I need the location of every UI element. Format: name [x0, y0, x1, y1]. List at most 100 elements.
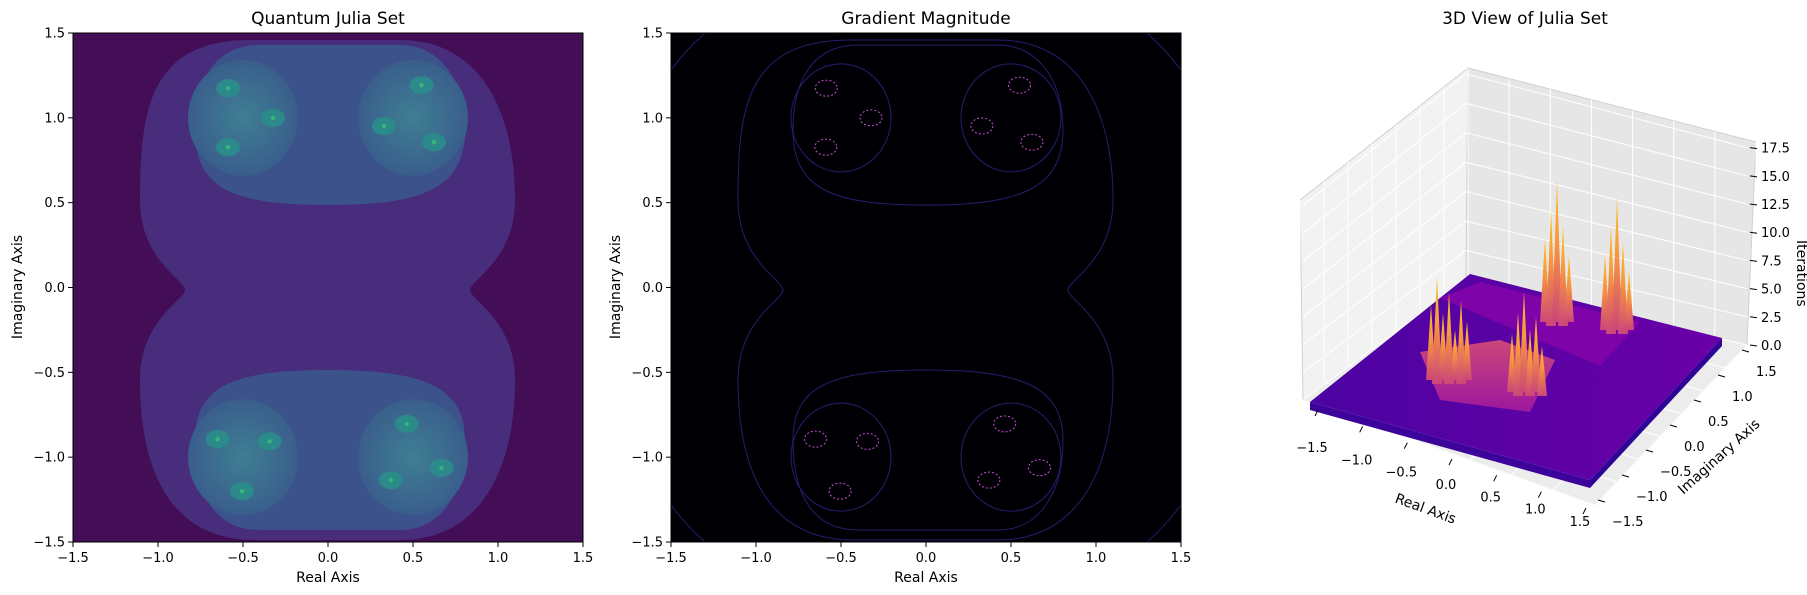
- surface-z-tick-mark: [1749, 203, 1758, 206]
- surface-y-tick-mark: [1669, 424, 1678, 428]
- surface-peak-spike: [1618, 242, 1628, 334]
- gradient-y-tick-label: 0.0: [642, 281, 663, 296]
- surface-x-tick-mark: [1493, 475, 1498, 482]
- gradient-y-tick-label: −1.5: [631, 536, 663, 551]
- surface-z-gridline: [1302, 220, 1748, 345]
- surface-base-side-edge: [1590, 338, 1722, 488]
- gradient-sub-bulb: [814, 138, 838, 156]
- gradient-x-ticks: −1.5 −1.0 −0.5 0.0 0.5 1.0 1.5: [655, 542, 1191, 566]
- julia-bulb-core: [226, 85, 231, 91]
- julia-y-tick-label: 1.5: [44, 27, 65, 42]
- surface-x-tick-label: −1.5: [1296, 441, 1328, 456]
- surface-peak-spike: [1444, 292, 1454, 384]
- gradient-sub-bulb: [804, 430, 828, 448]
- julia-y-tick-label: −0.5: [33, 366, 65, 381]
- gradient-bulb-contour: [960, 402, 1062, 512]
- gradient-sub-bulb: [814, 79, 838, 97]
- gradient-sub-bulb: [856, 432, 880, 450]
- surface-peak-spike: [1432, 275, 1442, 384]
- julia-y-tick-label: −1.0: [33, 451, 65, 466]
- gradient-y-tick-label: 1.0: [642, 111, 663, 126]
- julia-y-ticks: −1.5 −1.0 −0.5 0.0 0.5 1.0 1.5: [33, 27, 73, 551]
- julia-x-tick-label: 0.5: [403, 551, 424, 566]
- gradient-sub-bulb: [1028, 459, 1052, 477]
- surface-peak-spike: [1519, 292, 1529, 392]
- surface-z-tick-label: 2.5: [1761, 311, 1782, 326]
- surface-y-tick-label: 0.5: [1708, 415, 1729, 430]
- surface-y-tick-label: −0.5: [1660, 465, 1692, 480]
- gradient-contour-outer: [737, 39, 1114, 541]
- julia-y-tick-label: 0.5: [44, 196, 65, 211]
- gradient-x-tick-label: 0.0: [916, 551, 937, 566]
- julia-bulb-core: [431, 140, 437, 145]
- surface-z-tick-mark: [1749, 147, 1758, 150]
- julia-bulb: [188, 399, 298, 516]
- surface-z-tick-label: 17.5: [1761, 142, 1790, 157]
- surface-x-tick-mark: [1537, 491, 1542, 498]
- gradient-x-tick-label: 1.5: [1171, 551, 1192, 566]
- surface-base-front-edge: [1310, 402, 1590, 488]
- julia-bulb-core: [381, 123, 387, 129]
- surface-y-tick-label: 0.0: [1684, 440, 1705, 455]
- surface-x-tick-label: −0.5: [1386, 466, 1418, 481]
- gradient-x-tick-label: −1.5: [655, 551, 687, 566]
- julia-bulb-core: [225, 144, 231, 150]
- surface-peak-spike: [1564, 255, 1574, 322]
- surface-peak-spike: [1462, 321, 1472, 380]
- surface-panel: 3D View of Julia Set −1.5−1.0−0.50.00.51…: [1296, 9, 1807, 530]
- surface-z-tick-mark: [1749, 316, 1758, 319]
- surface-z-tick-mark: [1749, 231, 1758, 234]
- surface-y-tick-mark: [1645, 449, 1654, 453]
- julia-x-tick-label: 1.0: [488, 551, 509, 566]
- surface-x-tick-label: 1.5: [1570, 515, 1591, 530]
- surface-peak-spike: [1537, 346, 1547, 396]
- gradient-sub-bulb: [1008, 76, 1032, 94]
- surface-y-tick-label: 1.0: [1732, 390, 1753, 405]
- gradient-title: Gradient Magnitude: [841, 9, 1010, 29]
- gradient-y-tick-label: −1.0: [631, 451, 663, 466]
- gradient-y-ticks: −1.5 −1.0 −0.5 0.0 0.5 1.0 1.5: [631, 27, 671, 551]
- surface-z-axis-label: Iterations: [1793, 240, 1807, 307]
- gradient-contour-inner: [792, 44, 1064, 531]
- surface-peak-spike: [1552, 180, 1562, 322]
- surface-title: 3D View of Julia Set: [1442, 9, 1608, 29]
- gradient-background: [671, 33, 1181, 542]
- surface-x-tick-label: 0.0: [1436, 478, 1457, 493]
- julia-y-tick-label: −1.5: [33, 536, 65, 551]
- surface-z-ticks: 0.0 2.5 5.0 7.5 10.0 12.5 15.0 17.5: [1749, 142, 1790, 354]
- julia-bulb-core: [419, 83, 424, 88]
- gradient-sub-bulb: [828, 482, 852, 500]
- surface-peaks: [1426, 180, 1634, 396]
- surface-z-gridline: [1302, 250, 1748, 373]
- julia-y-tick-label: 0.0: [44, 281, 65, 296]
- surface-z-tick-label: 10.0: [1761, 226, 1790, 241]
- julia-bulb-core: [388, 477, 394, 483]
- surface-x-tick-label: 0.5: [1480, 490, 1501, 505]
- gradient-y-tick-label: −0.5: [631, 366, 663, 381]
- surface-inner-plateau-back: [1440, 282, 1640, 366]
- gradient-sub-bulb: [993, 415, 1017, 433]
- surface-z-tick-mark: [1749, 175, 1758, 178]
- julia-x-tick-label: 1.5: [573, 551, 594, 566]
- julia-x-tick-label: 0.0: [318, 551, 339, 566]
- gradient-x-tick-label: 0.5: [1001, 551, 1022, 566]
- julia-bulb-core: [404, 421, 409, 427]
- surface-y-tick-label: −1.5: [1612, 515, 1644, 530]
- gradient-bulb-contour: [960, 63, 1062, 173]
- julia-set-panel: Quantum Julia Set −1.5 −1.0 −0.5 0.0 0.5 1.0 1…: [10, 9, 593, 586]
- gradient-sub-bulb: [1020, 133, 1044, 151]
- julia-x-axis-label: Real Axis: [296, 570, 360, 586]
- surface-y-tick-mark: [1717, 374, 1726, 378]
- julia-bulb: [358, 59, 468, 176]
- surface-z-gridline: [1302, 161, 1748, 290]
- gradient-contour-corners: [671, 33, 1181, 542]
- surface-z-gridline: [1302, 191, 1748, 318]
- gradient-y-axis-label: Imaginary Axis: [608, 235, 624, 339]
- surface-z-tick-mark: [1749, 288, 1758, 291]
- julia-x-tick-label: −0.5: [227, 551, 259, 566]
- surface-y-ticks: −1.5 −1.0 −0.5 0.00.51.01.5: [1597, 349, 1777, 530]
- julia-set-title: Quantum Julia Set: [251, 9, 405, 29]
- surface-z-tick-label: 7.5: [1761, 254, 1782, 269]
- surface-z-tick-mark: [1749, 344, 1758, 347]
